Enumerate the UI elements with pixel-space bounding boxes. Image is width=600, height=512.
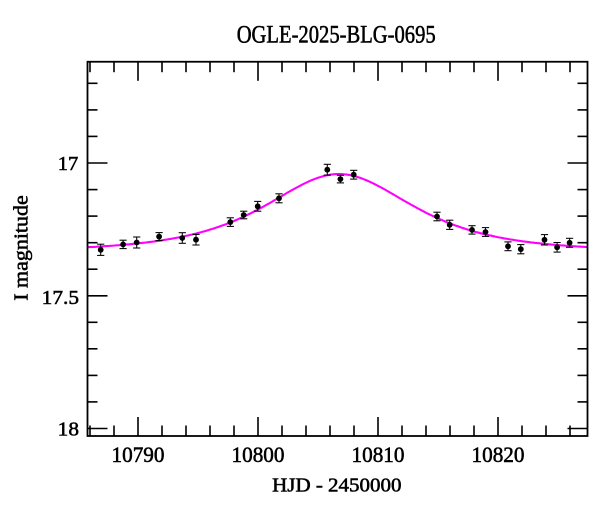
- svg-text:10810: 10810: [352, 443, 405, 467]
- svg-text:10790: 10790: [112, 443, 165, 467]
- svg-text:HJD - 2450000: HJD - 2450000: [272, 474, 401, 496]
- svg-text:I magnitude: I magnitude: [10, 195, 32, 301]
- svg-text:17: 17: [58, 153, 79, 175]
- svg-text:OGLE-2025-BLG-0695: OGLE-2025-BLG-0695: [237, 22, 436, 49]
- svg-text:10800: 10800: [232, 443, 285, 467]
- svg-text:17.5: 17.5: [42, 287, 79, 309]
- svg-text:10820: 10820: [472, 443, 525, 467]
- svg-text:18: 18: [58, 419, 79, 441]
